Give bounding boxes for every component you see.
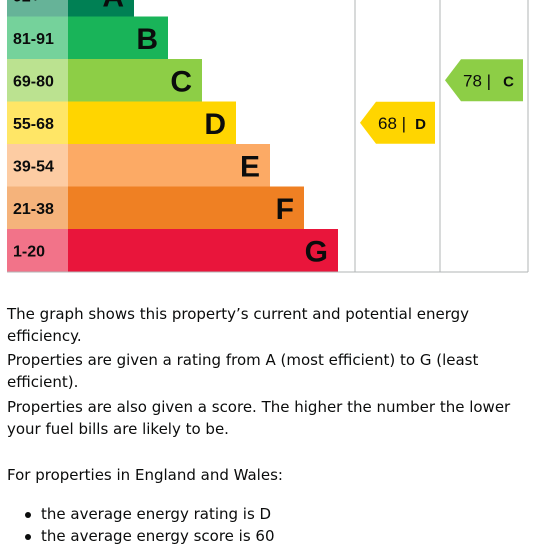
energy-efficiency-chart: 92+ A 81-91 B 69-80 C 55-68 D 39-54 E 21-38 F 1-20 G 6… bbox=[7, 0, 529, 273]
regional-intro-text: For properties in England and Wales: bbox=[7, 466, 283, 484]
score-explanation: Properties are also given a score. The h… bbox=[7, 396, 543, 440]
band-b-range-label: 81-91 bbox=[13, 31, 54, 48]
band-e-letter: E bbox=[240, 150, 260, 183]
average-stats-list: the average energy rating is D the avera… bbox=[0, 503, 275, 547]
band-e-range-cell bbox=[7, 144, 68, 187]
band-f-range-cell bbox=[7, 186, 68, 229]
band-d-range-label: 55-68 bbox=[13, 116, 54, 133]
band-c-range-label: 69-80 bbox=[13, 73, 54, 90]
band-e-range-label: 39-54 bbox=[13, 158, 54, 175]
band-d-range-cell bbox=[7, 101, 68, 144]
potential-rating-arrow bbox=[445, 59, 523, 102]
band-g-letter: G bbox=[305, 235, 328, 268]
band-c-letter: C bbox=[170, 65, 192, 98]
band-c-range-cell bbox=[7, 59, 68, 102]
band-f-letter: F bbox=[276, 193, 294, 226]
rating-explanation-text: Properties are given a rating from A (mo… bbox=[7, 351, 479, 391]
score-explanation-text: Properties are also given a score. The h… bbox=[7, 398, 511, 438]
list-item: the average energy score is 60 bbox=[0, 525, 275, 547]
band-a-range-label: 92+ bbox=[13, 0, 40, 5]
regional-intro: For properties in England and Wales: bbox=[7, 464, 543, 486]
band-a-letter: A bbox=[102, 0, 124, 13]
band-g-range-cell bbox=[7, 229, 68, 272]
current-rating-score: 68 | bbox=[378, 114, 406, 133]
graph-description-text: The graph shows this property’s current … bbox=[7, 305, 470, 345]
band-b-range-cell bbox=[7, 16, 68, 59]
band-a-range-cell bbox=[7, 0, 68, 17]
rating-explanation: Properties are given a rating from A (mo… bbox=[7, 349, 543, 393]
graph-description: The graph shows this property’s current … bbox=[7, 303, 543, 347]
current-rating-letter: D bbox=[415, 116, 426, 133]
list-item: the average energy rating is D bbox=[0, 503, 275, 525]
band-g-range-label: 1-20 bbox=[13, 243, 45, 260]
band-b-letter: B bbox=[136, 23, 158, 56]
energy-rating-graph: 92+ A 81-91 B 69-80 C 55-68 D 39-54 E 21-38 F 1-20 G 6… bbox=[7, 0, 529, 273]
potential-rating-letter: C bbox=[503, 73, 514, 90]
potential-rating-score: 78 | bbox=[463, 71, 491, 90]
band-f-range-label: 21-38 bbox=[13, 201, 54, 218]
current-rating-arrow bbox=[360, 101, 435, 144]
band-d-letter: D bbox=[204, 108, 226, 141]
